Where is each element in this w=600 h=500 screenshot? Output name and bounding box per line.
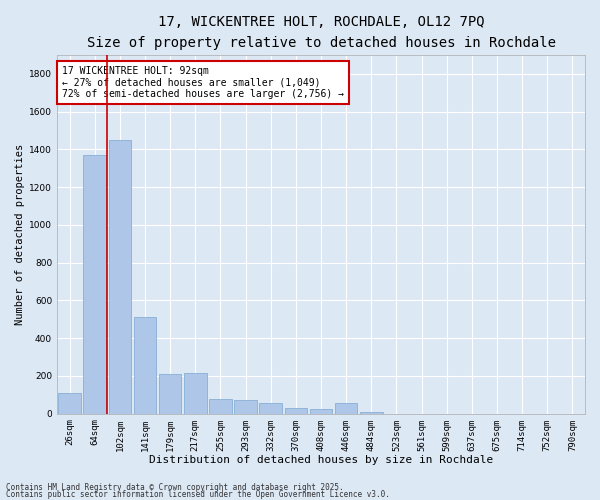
Bar: [109, 140, 131, 413]
Text: Contains public sector information licensed under the Open Government Licence v3: Contains public sector information licen…: [6, 490, 390, 499]
Text: Contains HM Land Registry data © Crown copyright and database right 2025.: Contains HM Land Registry data © Crown c…: [6, 484, 344, 492]
Bar: [360, 412, 383, 414]
Bar: [134, 318, 157, 414]
Bar: [83, 155, 106, 413]
Y-axis label: Number of detached properties: Number of detached properties: [15, 144, 25, 325]
Bar: [234, 400, 257, 413]
Bar: [284, 408, 307, 414]
Text: 17 WICKENTREE HOLT: 92sqm
← 27% of detached houses are smaller (1,049)
72% of se: 17 WICKENTREE HOLT: 92sqm ← 27% of detac…: [62, 66, 344, 99]
Bar: [259, 404, 282, 413]
Bar: [209, 398, 232, 413]
Bar: [159, 374, 181, 414]
Bar: [58, 393, 81, 413]
Title: 17, WICKENTREE HOLT, ROCHDALE, OL12 7PQ
Size of property relative to detached ho: 17, WICKENTREE HOLT, ROCHDALE, OL12 7PQ …: [86, 15, 556, 50]
Bar: [184, 373, 206, 414]
Bar: [335, 404, 358, 413]
X-axis label: Distribution of detached houses by size in Rochdale: Distribution of detached houses by size …: [149, 455, 493, 465]
Bar: [310, 409, 332, 414]
